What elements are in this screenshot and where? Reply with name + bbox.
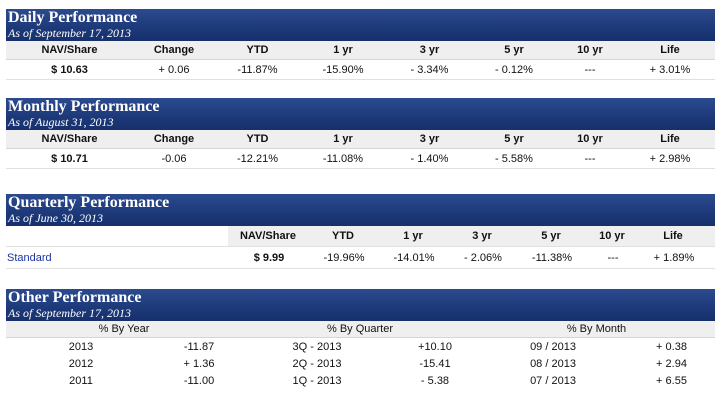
monthly-header: Monthly Performance As of August 31, 201…: [6, 98, 715, 130]
col-5yr: 5 yr: [504, 133, 524, 145]
year-value: + 1.36: [183, 357, 215, 370]
quarterly-ytd: -19.96%: [323, 251, 365, 264]
col-life: Life: [660, 44, 680, 56]
col-life: Life: [663, 230, 683, 242]
col-1yr: 1 yr: [333, 44, 353, 56]
daily-asof: As of September 17, 2013: [8, 26, 131, 40]
col-ytd: YTD: [246, 44, 269, 56]
col-1yr: 1 yr: [403, 230, 423, 242]
quarterly-title: Quarterly Performance: [8, 194, 170, 211]
daily-5yr: - 0.12%: [495, 63, 533, 76]
daily-1yr: -15.90%: [322, 63, 364, 76]
standard-link[interactable]: Standard: [7, 251, 52, 264]
other-title: Other Performance: [8, 289, 142, 306]
col-5yr: 5 yr: [541, 230, 561, 242]
quarterly-5yr: -11.38%: [531, 251, 573, 264]
quarterly-10yr: ---: [607, 251, 619, 264]
col-3yr: 3 yr: [472, 230, 492, 242]
month-value: + 0.38: [656, 340, 687, 353]
quarterly-nav: $ 9.99: [253, 251, 285, 264]
col-by-year: % By Year: [98, 323, 150, 335]
other-performance-section: Other Performance As of September 17, 20…: [6, 289, 715, 389]
other-column-headers: % By Year % By Quarter % By Month: [6, 321, 715, 338]
monthly-performance-section: Monthly Performance As of August 31, 201…: [6, 98, 715, 169]
other-asof: As of September 17, 2013: [8, 306, 131, 320]
monthly-life: + 2.98%: [649, 152, 691, 165]
quarter-label: 1Q - 2013: [292, 374, 342, 387]
monthly-change: -0.06: [161, 152, 187, 165]
monthly-ytd: -12.21%: [237, 152, 278, 165]
monthly-asof: As of August 31, 2013: [8, 115, 114, 129]
daily-header: Daily Performance As of September 17, 20…: [6, 9, 715, 41]
col-ytd: YTD: [332, 230, 354, 242]
month-label: 09 / 2013: [530, 340, 576, 353]
col-nav-share: NAV/Share: [41, 44, 98, 56]
quarterly-life: + 1.89%: [653, 251, 695, 264]
table-row: 2011 -11.00 1Q - 2013 - 5.38 07 / 2013 +…: [6, 372, 715, 389]
quarter-value: - 5.38: [420, 374, 450, 387]
col-by-quarter: % By Quarter: [326, 323, 394, 335]
quarterly-performance-section: Quarterly Performance As of June 30, 201…: [6, 194, 715, 269]
daily-life: + 3.01%: [649, 63, 691, 76]
col-by-month: % By Month: [566, 323, 627, 335]
col-1yr: 1 yr: [333, 133, 353, 145]
col-ytd: YTD: [246, 133, 269, 145]
daily-title: Daily Performance: [8, 9, 138, 26]
daily-3yr: - 3.34%: [410, 63, 449, 76]
quarterly-column-headers: NAV/Share YTD 1 yr 3 yr 5 yr 10 yr Life: [6, 226, 715, 247]
col-10yr: 10 yr: [577, 44, 603, 56]
quarterly-1yr: -14.01%: [393, 251, 435, 264]
daily-nav: $ 10.63: [51, 63, 88, 76]
month-label: 07 / 2013: [530, 374, 576, 387]
monthly-3yr: - 1.40%: [410, 152, 449, 165]
monthly-title: Monthly Performance: [8, 98, 160, 115]
month-value: + 6.55: [656, 374, 687, 387]
table-row: 2012 + 1.36 2Q - 2013 -15.41 08 / 2013 +…: [6, 355, 715, 372]
col-nav-share: NAV/Share: [41, 133, 98, 145]
monthly-10yr: ---: [584, 152, 596, 165]
col-life: Life: [660, 133, 680, 145]
year-label: 2011: [69, 374, 93, 387]
col-5yr: 5 yr: [504, 44, 524, 56]
monthly-1yr: -11.08%: [322, 152, 364, 165]
quarterly-values-row: Standard $ 9.99 -19.96% -14.01% - 2.06% …: [6, 247, 715, 269]
quarter-label: 2Q - 2013: [292, 357, 342, 370]
daily-column-headers: NAV/Share Change YTD 1 yr 3 yr 5 yr 10 y…: [6, 41, 715, 60]
daily-performance-section: Daily Performance As of September 17, 20…: [6, 9, 715, 80]
col-nav-share: NAV/Share: [239, 230, 297, 242]
monthly-column-headers: NAV/Share Change YTD 1 yr 3 yr 5 yr 10 y…: [6, 130, 715, 149]
monthly-nav: $ 10.71: [51, 152, 88, 165]
year-value: -11.87: [183, 340, 215, 353]
daily-values-row: $ 10.63 + 0.06 -11.87% -15.90% - 3.34% -…: [6, 60, 715, 80]
col-10yr: 10 yr: [599, 230, 625, 242]
year-value: -11.00: [183, 374, 215, 387]
year-label: 2012: [68, 357, 94, 370]
daily-10yr: ---: [584, 63, 596, 76]
col-3yr: 3 yr: [419, 133, 440, 145]
daily-change: + 0.06: [158, 63, 190, 76]
month-label: 08 / 2013: [530, 357, 576, 370]
quarter-value: +10.10: [418, 340, 452, 353]
other-header: Other Performance As of September 17, 20…: [6, 289, 715, 321]
month-value: + 2.94: [656, 357, 687, 370]
quarterly-header: Quarterly Performance As of June 30, 201…: [6, 194, 715, 226]
quarter-value: -15.41: [419, 357, 451, 370]
col-3yr: 3 yr: [419, 44, 440, 56]
col-change: Change: [153, 44, 195, 56]
quarter-label: 3Q - 2013: [292, 340, 342, 353]
daily-ytd: -11.87%: [237, 63, 278, 76]
year-label: 2013: [68, 340, 94, 353]
quarterly-3yr: - 2.06%: [464, 251, 502, 264]
monthly-5yr: - 5.58%: [495, 152, 533, 165]
quarterly-asof: As of June 30, 2013: [8, 211, 103, 225]
monthly-values-row: $ 10.71 -0.06 -12.21% -11.08% - 1.40% - …: [6, 149, 715, 169]
col-10yr: 10 yr: [577, 133, 603, 145]
col-change: Change: [153, 133, 195, 145]
table-row: 2013 -11.87 3Q - 2013 +10.10 09 / 2013 +…: [6, 338, 715, 355]
